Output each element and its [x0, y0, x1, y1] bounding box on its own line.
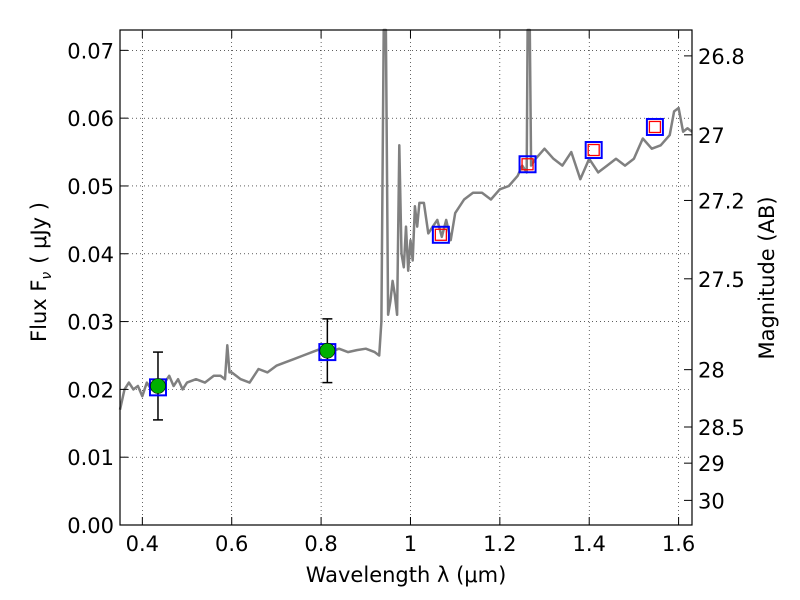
model-point-square: [431, 225, 450, 244]
y2-tick-label: 28: [698, 359, 725, 383]
y-tick-label: 0.06: [67, 107, 114, 131]
y2-tick-label: 29: [698, 452, 725, 476]
x-tick-label: 1.4: [573, 532, 606, 556]
model-point-square: [518, 155, 537, 174]
model-point-inner-square: [648, 120, 662, 134]
y-tick-label: 0.03: [67, 311, 114, 335]
y-tick-label: 0.00: [67, 514, 114, 538]
photometry-layer: [148, 117, 664, 421]
x-tick-label: 0.4: [126, 532, 159, 556]
model-point-square: [584, 141, 603, 160]
plot-frame: [119, 29, 693, 526]
model-point-inner-square: [521, 158, 534, 171]
spectrum-line: [118, 28, 693, 410]
spectrum-layer: [118, 28, 693, 410]
grid-lines: [120, 30, 692, 526]
y-tick-label: 0.01: [67, 446, 114, 470]
model-point-square: [645, 117, 664, 136]
observed-point: [150, 378, 166, 394]
y2-tick-label: 30: [698, 489, 725, 513]
y2-tick-label: 26.8: [698, 45, 745, 69]
x-tick-label: 0.8: [304, 532, 337, 556]
y-axis-label-group: Flux Fν ( μJy ): [27, 202, 55, 342]
x-tick-label: 1.2: [483, 532, 516, 556]
model-point-inner-square: [434, 228, 448, 241]
x-tick-label: 1.6: [662, 532, 695, 556]
y2-tick-label: 27.5: [698, 268, 745, 292]
y-tick-label: 0.02: [67, 378, 114, 402]
x-tick-label: 0.6: [215, 532, 248, 556]
y2-tick-label: 27: [698, 124, 725, 148]
y2-tick-label: 27.2: [698, 189, 745, 213]
y2-tick-label: 28.5: [698, 416, 745, 440]
y-tick-label: 0.07: [67, 39, 114, 63]
observed-point: [319, 342, 336, 359]
y-axis-label-unit: ( μJy ): [27, 202, 51, 264]
x-tick-label: 1: [404, 532, 417, 556]
y-tick-label: 0.05: [67, 175, 114, 199]
y-axis-label-subscript: ν: [39, 272, 55, 280]
x-axis-label: Wavelength λ (μm): [306, 563, 507, 587]
y2-axis-label-group: Magnitude (AB): [755, 196, 779, 359]
y-tick-label: 0.04: [67, 243, 114, 267]
model-point-inner-square: [587, 143, 600, 157]
y-axis-label-main: Flux F: [27, 280, 51, 342]
y2-axis-label: Magnitude (AB): [755, 196, 779, 359]
y-axis-label: Flux Fν ( μJy ): [27, 202, 55, 342]
axis-ticks: 0.4 0.6 0.8 1 1.2 1.4 1.6 0.00 0.01 0.02 0.03 0.04 0…: [67, 30, 745, 556]
